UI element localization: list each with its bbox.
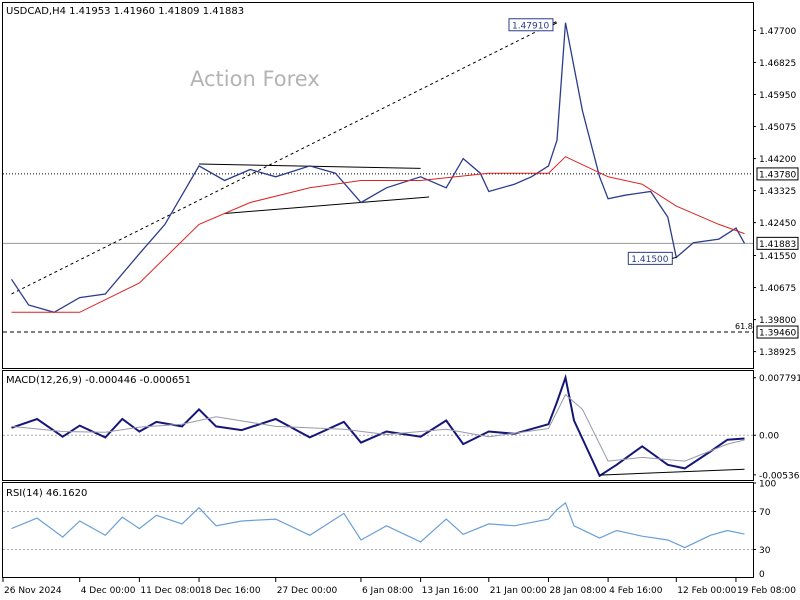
price-trendline (224, 196, 430, 214)
x-tick-label: 26 Nov 2024 (4, 586, 62, 596)
price-tick-label: 1.45075 (759, 123, 796, 133)
macd-tick-label: 0.00 (759, 432, 779, 442)
x-axis: 26 Nov 2024 4 Dec 00:00 11 Dec 08:00 18 Dec… (2, 578, 796, 596)
macd-y-axis: 0.007791 0.00 -0.005367 (753, 374, 800, 481)
ma-line (11, 156, 745, 313)
level-price-label: 1.39460 (759, 329, 796, 339)
price-trendline (11, 20, 558, 295)
macd-tick-label: 0.007791 (759, 374, 800, 384)
price-annotation-label: 1.47910 (512, 21, 549, 31)
level-price-box (756, 167, 799, 181)
price-line (10, 22, 746, 314)
price-tick-label: 1.39800 (759, 316, 796, 326)
rsi-tick-label: 0 (759, 570, 765, 580)
price-tick-label: 1.47700 (759, 27, 796, 37)
x-tick-label: 18 Dec 16:00 (200, 586, 261, 596)
price-tick-label: 1.44200 (759, 155, 796, 165)
price-tick-label: 1.46825 (759, 59, 796, 69)
x-tick-label: 6 Jan 08:00 (362, 586, 414, 596)
price-annotation-leader (672, 256, 677, 259)
price-tick-label: 1.38925 (759, 348, 796, 358)
macd-panel-label: MACD(12,26,9) -0.000446 -0.000651 (6, 375, 191, 386)
rsi-tick-label: 100 (759, 480, 776, 490)
rsi-y-axis: 100 70 30 0 (753, 480, 776, 580)
price-tick-label: 1.43325 (759, 187, 796, 197)
x-tick-label: 27 Dec 00:00 (277, 586, 338, 596)
rsi-panel-label: RSI(14) 46.1620 (6, 488, 87, 499)
x-tick-label: 4 Dec 00:00 (81, 586, 136, 596)
price-annotations: 1.47910 1.41500 (508, 18, 677, 265)
macd-main-line (11, 373, 745, 478)
last-price-box (756, 236, 799, 250)
price-tick-label: 1.40675 (759, 284, 796, 294)
moving-average-series (11, 156, 745, 313)
level-price-box (756, 325, 799, 339)
rsi-tick-label: 30 (759, 546, 771, 556)
x-tick-label: 19 Feb 08:00 (737, 586, 796, 596)
x-tick-label: 12 Feb 00:00 (677, 586, 736, 596)
x-tick-label: 28 Jan 08:00 (549, 586, 606, 596)
fib-level-label: 61.8 (735, 322, 753, 331)
price-tick-label: 1.41550 (759, 252, 796, 262)
chart-header: USDCAD,H4 1.41953 1.41960 1.41809 1.4188… (6, 6, 244, 17)
rsi-tick-label: 70 (759, 508, 771, 518)
level-lines: 1.43780 1.39460 61.8 1.41883 (3, 167, 799, 339)
panel-frames (2, 2, 754, 578)
macd-series (3, 373, 753, 478)
price-y-axis: 1.47700 1.46825 1.45950 1.45075 1.44200 1.433… (753, 27, 796, 358)
macd-tick-label: -0.005367 (759, 471, 800, 481)
last-price-label: 1.41883 (759, 240, 796, 250)
x-tick-label: 13 Jan 16:00 (422, 586, 479, 596)
rsi-line (11, 501, 745, 549)
rsi-series (3, 501, 753, 550)
watermark-text: Action Forex (190, 67, 320, 91)
price-tick-label: 1.42450 (759, 219, 796, 229)
rsi-panel-frame (2, 482, 754, 578)
macd-signal-line (11, 393, 745, 462)
price-series (10, 22, 746, 314)
level-price-label: 1.43780 (759, 170, 796, 180)
price-panel-frame (2, 2, 754, 369)
macd-trendline (599, 468, 745, 476)
price-annotation-label: 1.41500 (631, 255, 668, 265)
x-tick-label: 4 Feb 16:00 (609, 586, 663, 596)
trendlines (11, 20, 558, 295)
macd-panel-frame (2, 370, 754, 481)
x-tick-label: 21 Jan 00:00 (490, 586, 547, 596)
price-tick-label: 1.45950 (759, 91, 796, 101)
price-annotation-leader (552, 22, 558, 26)
x-tick-label: 11 Dec 08:00 (140, 586, 201, 596)
